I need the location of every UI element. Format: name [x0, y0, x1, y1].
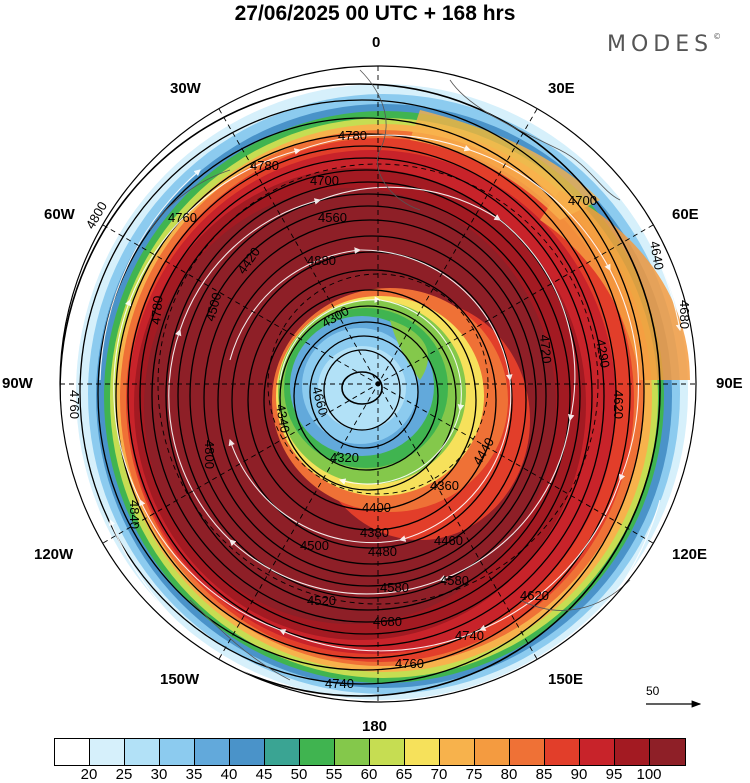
contour-label: 4340 [273, 403, 293, 434]
colorbar-swatch [580, 739, 615, 765]
contour-label: 4680 [677, 300, 692, 329]
longitude-label-90w: 90W [2, 375, 33, 392]
contour-label: 4500 [202, 291, 224, 323]
contour-label: 4620 [611, 390, 626, 419]
contour-label: 4640 [647, 240, 667, 271]
colorbar-tick-label: 85 [535, 766, 553, 783]
contour-label: 4290 [593, 338, 613, 369]
colorbar-tick-label: 45 [255, 766, 273, 783]
colorbar-tick-label: 60 [360, 766, 378, 783]
contour-label: 4780 [338, 128, 367, 143]
colorbar-swatch [405, 739, 440, 765]
contour-label: 4320 [330, 450, 359, 465]
contour-label: 4700 [310, 173, 339, 188]
longitude-label-180: 180 [362, 718, 388, 735]
longitude-label-60w: 60W [44, 206, 75, 223]
contour-label: 4780 [148, 295, 165, 325]
colorbar-swatch [545, 739, 580, 765]
contour-label: 4740 [455, 628, 484, 643]
longitude-label-60e: 60E [672, 206, 699, 223]
colorbar-swatch [440, 739, 475, 765]
colorbar-swatch [370, 739, 405, 765]
colorbar-tick-label: 25 [115, 766, 133, 783]
brand-name: MODES [607, 32, 714, 57]
contour-label: 4560 [318, 210, 347, 225]
colorbar-swatch [55, 739, 90, 765]
longitude-label-150w: 150W [160, 671, 200, 688]
contour-label: 4760 [395, 656, 424, 671]
contour-label: 4760 [168, 210, 197, 225]
colorbar-tick-label: 20 [80, 766, 98, 783]
contour-label: 4500 [300, 538, 329, 553]
longitude-label-30e: 30E [548, 80, 575, 97]
colorbar-swatch [335, 739, 370, 765]
colorbar-swatch [230, 739, 265, 765]
colorbar-tick-label: 100 [636, 766, 662, 783]
contour-label: 4720 [537, 334, 554, 364]
colorbar-swatch [615, 739, 650, 765]
colorbar-ticks: 20 25 30 35 40 45 50 55 60 65 70 75 80 85 90 95 100 [54, 766, 704, 783]
colorbar-swatch [475, 739, 510, 765]
contour-label-layer: 4800 4780 4780 4760 4760 4740 4700 4700 … [67, 128, 692, 691]
contour-label: 4460 [434, 533, 463, 548]
colorbar-swatch [90, 739, 125, 765]
coastlines [149, 69, 631, 681]
colorbar-tick-label: 95 [605, 766, 623, 783]
contour-label: 4780 [250, 158, 279, 173]
contour-label: 4840 [127, 500, 142, 529]
pole-marker [375, 381, 381, 387]
colorbar-tick-label: 70 [430, 766, 448, 783]
colorbar-tick-label: 55 [325, 766, 343, 783]
colorbar-swatch [300, 739, 335, 765]
colorbar-tick-label: 35 [185, 766, 203, 783]
colorbar-tick-label: 40 [220, 766, 238, 783]
colorbar-tick-label: 65 [395, 766, 413, 783]
colorbar-swatch [125, 739, 160, 765]
longitude-label-0: 0 [372, 34, 381, 51]
shaded-wind-field [60, 66, 696, 702]
colorbar-swatch [650, 739, 685, 765]
contour-label: 4700 [568, 193, 597, 208]
contour-label: 4880 [307, 253, 336, 268]
contour-label: 4480 [368, 544, 397, 559]
contour-label: 4520 [307, 593, 336, 608]
wind-streamlines [99, 134, 683, 681]
longitude-label-120e: 120E [672, 546, 708, 563]
colorbar-swatch [265, 739, 300, 765]
longitude-label-90e: 90E [716, 375, 743, 392]
reference-vector-label: 50 [646, 684, 660, 698]
longitude-label-30w: 30W [170, 80, 201, 97]
map-title: 27/06/2025 00 UTC + 168 hrs [234, 2, 516, 25]
contour-label: 4580 [380, 580, 409, 595]
colorbar-swatch [195, 739, 230, 765]
contour-label: 4620 [520, 588, 549, 603]
contour-label: 4760 [67, 390, 82, 419]
contour-label: 4800 [202, 440, 217, 469]
colorbar-swatch [160, 739, 195, 765]
contour-label: 4400 [362, 500, 391, 515]
longitude-label-120w: 120W [34, 546, 74, 563]
colorbar-tick-label: 50 [290, 766, 308, 783]
map-boundary [59, 65, 697, 703]
colorbar-tick-label: 80 [500, 766, 518, 783]
colorbar-tick-label: 90 [570, 766, 588, 783]
height-contours [60, 83, 661, 697]
contour-label: 4360 [430, 478, 459, 493]
contour-label: 4580 [440, 573, 469, 588]
longitude-label-150e: 150E [548, 671, 584, 688]
brand-logo: MODES© [607, 32, 721, 57]
colorbar-tick-label: 30 [150, 766, 168, 783]
colorbar-tick-label: 75 [465, 766, 483, 783]
contour-label: 4680 [373, 614, 402, 629]
brand-mark: © [713, 32, 722, 41]
contour-label: 4660 [309, 385, 331, 417]
contour-label: 4380 [360, 525, 389, 540]
contour-label: 4740 [325, 676, 354, 691]
colorbar [54, 738, 686, 766]
colorbar-swatch [510, 739, 545, 765]
